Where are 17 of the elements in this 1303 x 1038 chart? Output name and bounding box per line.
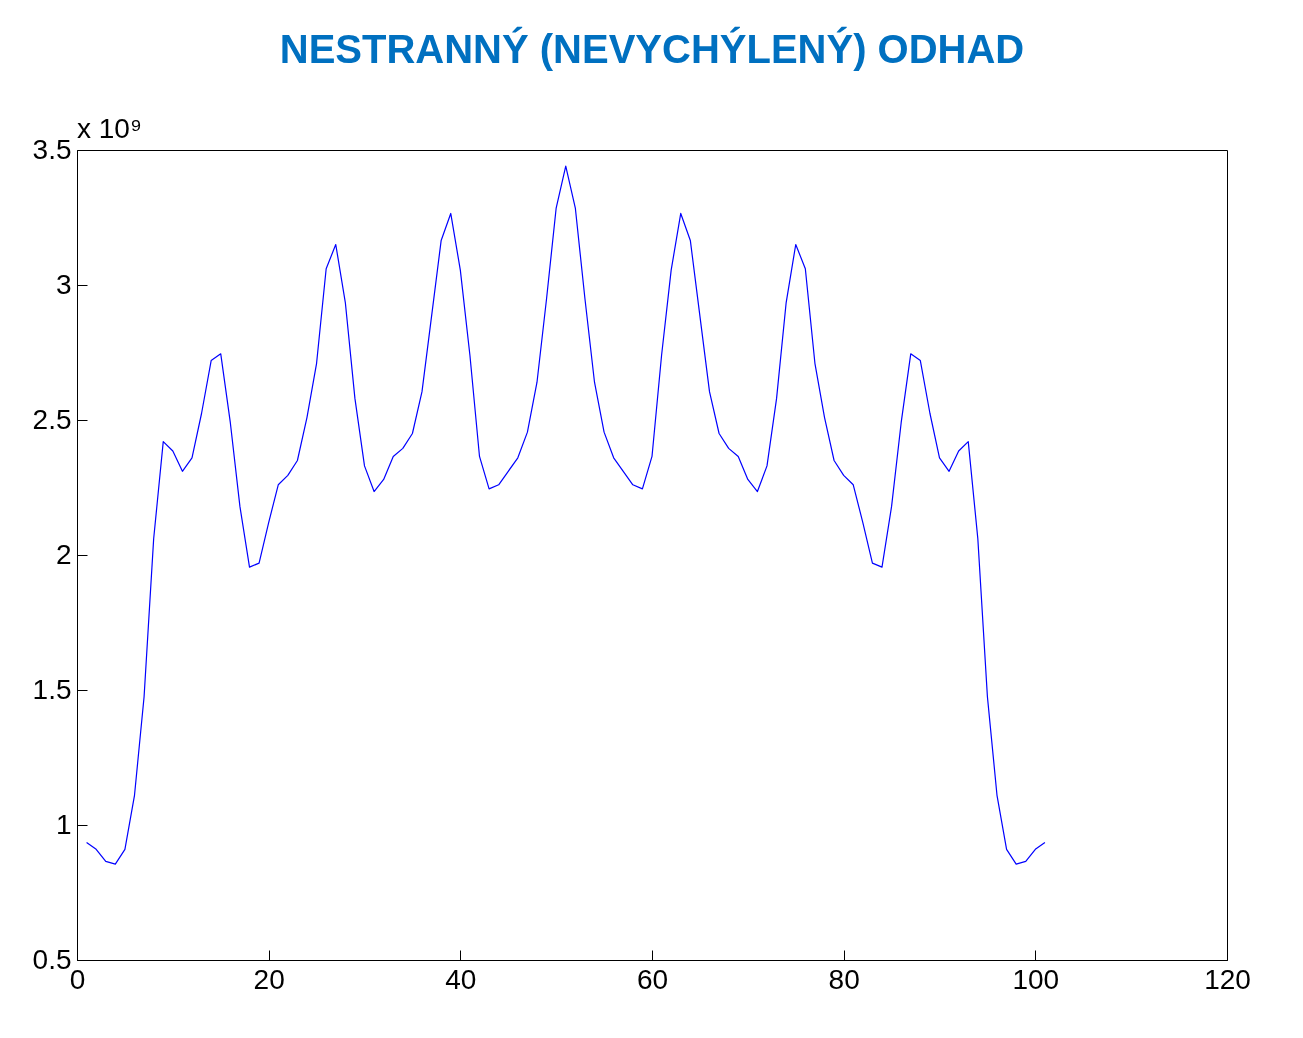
y-tick-label: 2.5 (32, 403, 72, 435)
x-tick-label: 120 (1204, 963, 1251, 995)
x-tick-label: 80 (828, 963, 860, 995)
text: x 10⁹ (77, 113, 142, 144)
y-tick-label: 1.5 (32, 673, 72, 705)
x-tick-label: 60 (636, 963, 669, 995)
y-tick-label: 3.5 (32, 133, 72, 165)
x-tick-label: 40 (445, 963, 477, 995)
x-tick-label: 20 (253, 963, 285, 995)
y-tick-label: 2 (55, 538, 72, 570)
x-tick-label: 0 (69, 963, 86, 995)
chart-title: NESTRANNÝ (NEVYCHÝLENÝ) ODHAD (279, 26, 1025, 71)
y-tick-label: 0.5 (32, 943, 72, 975)
y-tick-label: 1 (55, 808, 72, 840)
y-tick-label: 3 (55, 268, 72, 300)
x-tick-label: 100 (1012, 963, 1060, 995)
line-series (85, 165, 1046, 865)
